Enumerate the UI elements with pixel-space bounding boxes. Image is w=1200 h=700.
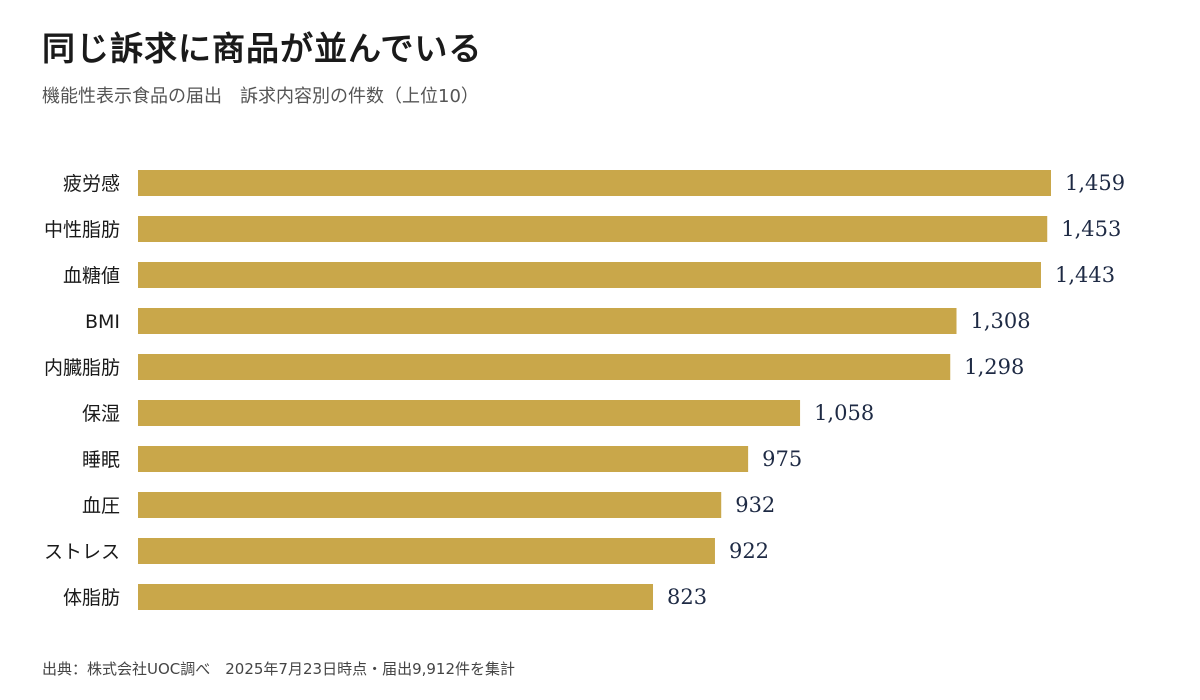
bar — [138, 308, 957, 334]
bar-chart: 疲労感 1,459 中性脂肪 1,453 血糖値 1,443 BMI 1,308 内臓脂肪 1,2… — [44, 170, 1125, 610]
bar — [138, 354, 951, 380]
category-label: 疲労感 — [63, 173, 120, 195]
value-label: 932 — [735, 493, 775, 517]
category-label: 中性脂肪 — [44, 219, 120, 241]
value-label: 1,443 — [1055, 263, 1115, 287]
bar — [138, 538, 715, 564]
value-label: 1,298 — [964, 355, 1024, 379]
value-label: 922 — [729, 539, 769, 563]
category-label: BMI — [85, 311, 120, 333]
category-label: 体脂肪 — [63, 587, 120, 609]
value-label: 1,308 — [971, 309, 1031, 333]
value-label: 975 — [762, 447, 802, 471]
category-label: 内臓脂肪 — [44, 357, 120, 379]
bar — [138, 492, 722, 518]
chart-subtitle: 機能性表示食品の届出 訴求内容別の件数（上位10） — [42, 86, 479, 107]
category-label: 血圧 — [82, 495, 120, 517]
category-label: 血糖値 — [63, 265, 120, 287]
bar — [138, 216, 1048, 242]
chart-title: 同じ訴求に商品が並んでいる — [42, 29, 483, 68]
bar — [138, 400, 801, 426]
value-label: 1,453 — [1061, 217, 1121, 241]
value-label: 1,459 — [1065, 171, 1125, 195]
bar — [138, 446, 749, 472]
category-label: ストレス — [44, 541, 120, 563]
bar — [138, 584, 654, 610]
category-label: 保湿 — [82, 403, 120, 425]
source-note: 出典：株式会社UOC調べ 2025年7月23日時点・届出9,912件を集計 — [42, 660, 516, 678]
value-label: 1,058 — [814, 401, 874, 425]
category-label: 睡眠 — [82, 449, 120, 471]
bar — [138, 170, 1051, 196]
bar — [138, 262, 1041, 288]
value-label: 823 — [667, 585, 707, 609]
